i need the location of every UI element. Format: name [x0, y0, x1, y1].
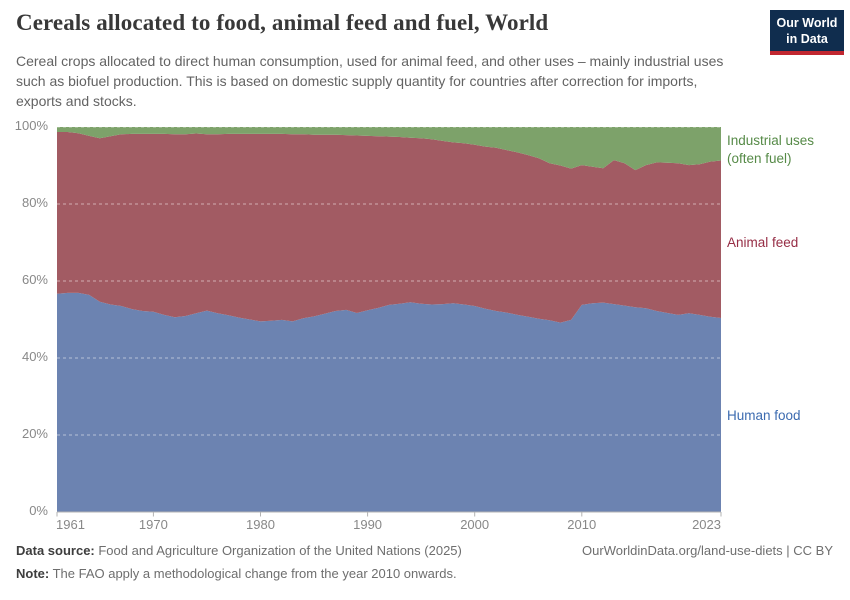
y-axis-label-40: 40%: [21, 349, 48, 364]
y-axis-label-20: 20%: [21, 426, 48, 441]
footer-note: Note: The FAO apply a methodological cha…: [16, 566, 457, 581]
footer-source-label: Data source:: [16, 543, 95, 558]
footer-note-label: Note:: [16, 566, 50, 581]
owid-logo-line1: Our World: [776, 16, 838, 30]
area-industrial-uses-often-fuel: [57, 127, 721, 171]
footer-source: Data source: Food and Agriculture Organi…: [16, 543, 462, 558]
y-axis-label-80: 80%: [21, 195, 48, 210]
x-axis-label-1980: 1980: [246, 517, 275, 532]
page-title: Cereals allocated to food, animal feed a…: [16, 10, 549, 35]
owid-logo-line2: in Data: [786, 32, 828, 47]
series-label-industrial-uses-often-fuel: Industrial uses (often fuel): [727, 133, 815, 166]
x-axis-label-2000: 2000: [460, 517, 490, 532]
area-human-food: [57, 292, 721, 512]
area-animal-feed: [57, 132, 721, 323]
series-label-animal-feed: Animal feed: [727, 235, 799, 250]
chart-subtitle: Cereal crops allocated to direct human c…: [16, 53, 724, 109]
x-axis-label-1961: 1961: [56, 517, 85, 532]
y-axis-label-60: 60%: [21, 272, 48, 287]
x-axis-label-2010: 2010: [567, 517, 597, 532]
series-label-human-food: Human food: [727, 408, 801, 423]
footer-source-text: Food and Agriculture Organization of the…: [94, 543, 462, 558]
owid-logo[interactable]: Our World in Data: [770, 10, 844, 55]
x-axis-label-2023: 2023: [692, 517, 721, 532]
x-axis-label-1970: 1970: [138, 517, 168, 532]
footer-note-text: The FAO apply a methodological change fr…: [49, 566, 457, 581]
footer-citation-link[interactable]: OurWorldinData.org/land-use-diets | CC B…: [582, 543, 833, 558]
y-axis-label-100: 100%: [14, 118, 48, 133]
x-axis-label-1990: 1990: [353, 517, 383, 532]
y-axis-label-0: 0%: [29, 503, 48, 518]
